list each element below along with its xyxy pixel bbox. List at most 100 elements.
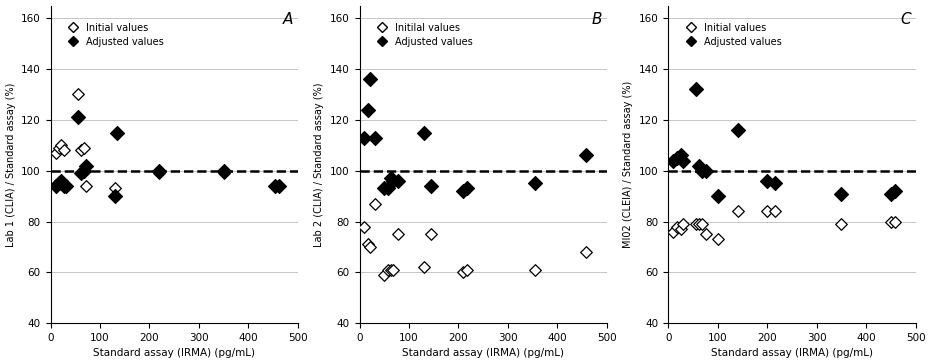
Point	[760, 178, 775, 184]
Point	[887, 219, 902, 225]
Text: B: B	[591, 12, 601, 27]
Point	[71, 114, 86, 120]
Point	[456, 188, 471, 194]
Text: A: A	[282, 12, 293, 27]
Point	[666, 229, 681, 235]
Point	[368, 135, 383, 141]
Point	[670, 224, 685, 230]
Point	[57, 147, 72, 153]
Point	[110, 130, 125, 135]
Point	[152, 168, 167, 174]
Point	[79, 183, 94, 189]
Point	[368, 201, 383, 207]
Point	[71, 92, 86, 98]
Point	[52, 145, 67, 151]
Point	[76, 145, 91, 151]
Point	[272, 183, 287, 189]
Point	[688, 221, 703, 227]
Point	[79, 163, 94, 169]
Point	[268, 183, 283, 189]
Point	[676, 158, 691, 163]
Point	[48, 150, 63, 156]
Point	[884, 191, 898, 197]
Point	[698, 168, 713, 174]
Point	[730, 127, 745, 133]
Point	[152, 170, 167, 176]
Point	[384, 175, 398, 181]
Point	[357, 224, 371, 230]
Point	[268, 183, 283, 189]
Point	[363, 244, 378, 250]
Point	[834, 221, 849, 227]
Point	[528, 267, 543, 273]
Y-axis label: Lab 1 (CLIA) / Standard assay (%): Lab 1 (CLIA) / Standard assay (%)	[6, 82, 16, 246]
Point	[377, 272, 392, 278]
Point	[110, 130, 125, 135]
Point	[361, 107, 376, 112]
Point	[48, 183, 63, 189]
Point	[391, 178, 406, 184]
Point	[57, 183, 72, 189]
Point	[424, 183, 439, 189]
Point	[834, 191, 849, 197]
Point	[54, 142, 69, 148]
Point	[456, 269, 471, 275]
Legend: Initilal values, Adjusted values: Initilal values, Adjusted values	[370, 20, 476, 50]
X-axis label: Standard assay (IRMA) (pg/mL): Standard assay (IRMA) (pg/mL)	[93, 348, 255, 359]
Point	[692, 163, 707, 169]
Point	[676, 221, 691, 227]
Point	[767, 209, 782, 214]
Point	[695, 221, 709, 227]
Point	[361, 241, 376, 247]
Point	[381, 267, 396, 273]
Text: C: C	[900, 12, 911, 27]
Point	[698, 232, 713, 237]
Point	[52, 181, 67, 186]
Point	[391, 232, 406, 237]
Legend: Initial values, Adjusted values: Initial values, Adjusted values	[679, 20, 784, 50]
Point	[887, 188, 902, 194]
Point	[107, 193, 122, 199]
Point	[578, 249, 593, 255]
Point	[424, 232, 439, 237]
Point	[710, 236, 725, 242]
Point	[528, 181, 543, 186]
Point	[673, 226, 688, 232]
Point	[59, 183, 74, 189]
Point	[381, 186, 396, 191]
Point	[416, 264, 431, 270]
Point	[74, 147, 88, 153]
Point	[74, 170, 88, 176]
Point	[673, 153, 688, 158]
Point	[377, 186, 392, 191]
Point	[385, 178, 400, 184]
Point	[59, 183, 74, 189]
Point	[666, 158, 681, 163]
Point	[363, 76, 378, 82]
Point	[54, 178, 69, 184]
Point	[460, 267, 475, 273]
Point	[460, 186, 475, 191]
Point	[216, 170, 231, 176]
Point	[107, 186, 122, 191]
Point	[710, 193, 725, 199]
Y-axis label: Lab 2 (CLIA) / Standard assay (%): Lab 2 (CLIA) / Standard assay (%)	[315, 82, 325, 247]
Point	[692, 221, 707, 227]
Point	[357, 135, 371, 141]
Point	[730, 209, 745, 214]
Point	[760, 209, 775, 214]
X-axis label: Standard assay (IRMA) (pg/mL): Standard assay (IRMA) (pg/mL)	[402, 348, 564, 359]
Y-axis label: MI02 (CLEIA) / Standard assay (%): MI02 (CLEIA) / Standard assay (%)	[624, 81, 633, 248]
Point	[767, 181, 782, 186]
Point	[695, 168, 709, 174]
Point	[670, 155, 685, 161]
Point	[416, 130, 431, 135]
Point	[216, 168, 231, 174]
Point	[688, 87, 703, 92]
Legend: Initial values, Adjusted values: Initial values, Adjusted values	[61, 20, 167, 50]
Point	[76, 168, 91, 174]
X-axis label: Standard assay (IRMA) (pg/mL): Standard assay (IRMA) (pg/mL)	[711, 348, 873, 359]
Point	[884, 219, 898, 225]
Point	[578, 153, 593, 158]
Point	[272, 183, 287, 189]
